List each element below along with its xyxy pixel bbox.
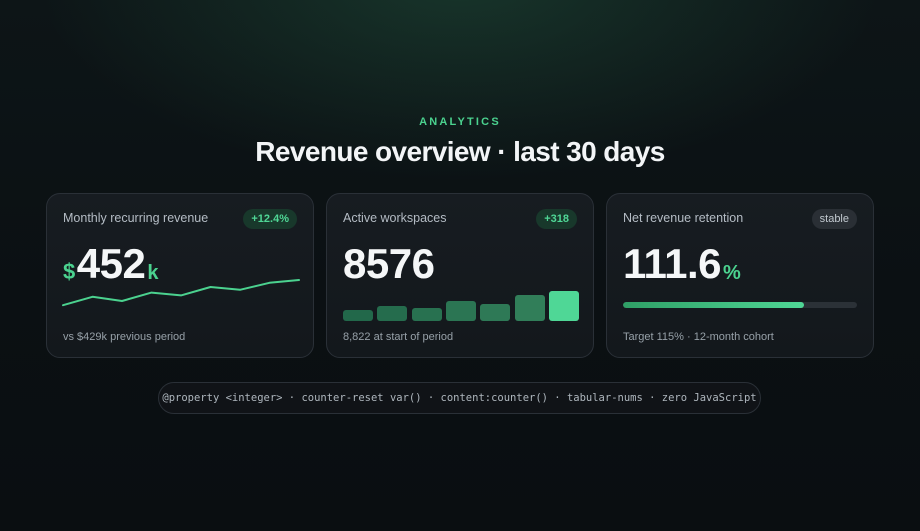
sparkline-line [62,279,300,307]
bar [343,310,373,321]
progress-track [623,302,857,308]
change-badge: +12.4% [243,209,297,229]
metric-number: 452 [76,240,146,287]
card-title: Active workspaces [343,211,447,225]
metric-value: $452 k [63,240,158,288]
card-footnote: 8,822 at start of period [343,331,454,343]
progress-fill [623,302,805,308]
bar [514,295,545,321]
eyebrow-label: ANALYTICS [419,116,501,128]
card-footnote: vs $429k previous period [63,331,186,343]
card-mrr: Monthly recurring revenue +12.4% $452 k v… [46,193,314,358]
bar [548,291,579,321]
change-badge: +318 [536,209,577,229]
bar [377,306,408,321]
unit-suffix: % [722,262,741,284]
bar-chart [343,289,579,321]
metric-number: 8576 [343,240,435,287]
card-title: Monthly recurring revenue [63,211,209,225]
tech-footer-pill: @property <integer> · counter-reset var(… [158,382,761,414]
card-workspaces: Active workspaces +318 8576 8,822 at sta… [326,193,594,358]
status-badge: stable [811,209,857,229]
metric-number: 111.6 [623,240,721,287]
bar [445,301,476,321]
metric-value: 111.6% [623,240,741,288]
sparkline-chart [62,279,300,307]
card-nrr: Net revenue retention stable 111.6% Targ… [606,193,874,358]
card-footnote: Target 115% · 12-month cohort [623,331,774,343]
bar [411,308,442,321]
unit-suffix: k [147,262,158,284]
card-title: Net revenue retention [623,211,744,225]
page-title: Revenue overview · last 30 days [255,136,665,167]
bar [480,304,511,321]
metric-value: 8576 [343,240,435,288]
currency-symbol: $ [63,259,75,284]
